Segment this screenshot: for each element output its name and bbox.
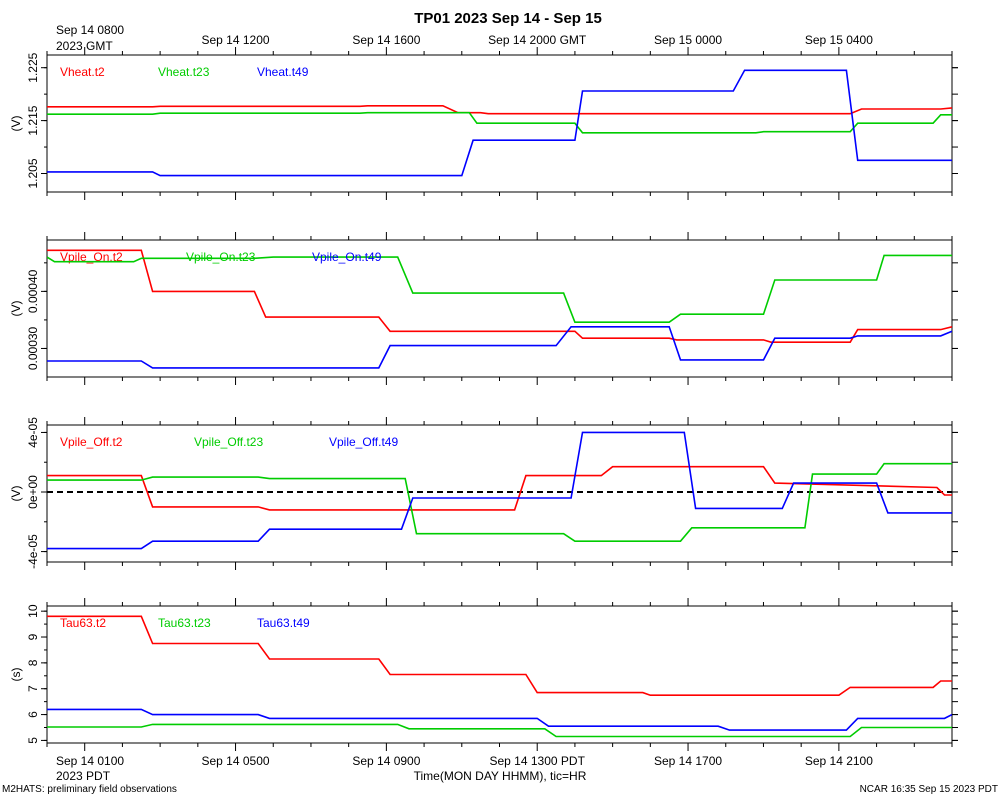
y-axis-label: (V) bbox=[9, 116, 23, 132]
series-line-tau63-t23 bbox=[47, 723, 952, 738]
legend-entry: Vheat.t49 bbox=[257, 65, 309, 79]
series-line-vpile-off-t23 bbox=[47, 462, 952, 543]
bottom-axis-tick-label: Sep 14 1300 PDT bbox=[490, 754, 586, 768]
series-line-vpile-on-t49 bbox=[47, 325, 952, 369]
legend-entry: Tau63.t49 bbox=[257, 616, 310, 630]
top-axis-tick-label: Sep 15 0400 bbox=[805, 33, 873, 47]
panel-vheat: 1.205 1.215 1.225 (V) Vheat.t2 Vheat.t23 Vheat… bbox=[9, 47, 958, 200]
series-line-tau63-t2 bbox=[47, 615, 952, 697]
y-tick-label: 0e+00 bbox=[26, 475, 40, 509]
series-line-vpile-off-t2 bbox=[47, 465, 952, 511]
legend-entry: Vheat.t2 bbox=[60, 65, 105, 79]
y-tick-label: 4e-05 bbox=[26, 417, 40, 448]
bottom-axis-tick-label: Sep 14 0900 bbox=[352, 754, 420, 768]
legend-entry: Vpile_On.t23 bbox=[186, 250, 256, 264]
y-tick-label: 7 bbox=[26, 685, 40, 692]
y-tick-label: 8 bbox=[26, 659, 40, 666]
y-axis-label: (V) bbox=[9, 486, 23, 502]
y-tick-label: 1.215 bbox=[26, 105, 40, 135]
y-tick-label: 1.225 bbox=[26, 52, 40, 82]
y-tick-label: 9 bbox=[26, 633, 40, 640]
series-line-vheat-t23 bbox=[47, 111, 952, 134]
legend-entry: Vpile_Off.t49 bbox=[329, 435, 398, 449]
y-tick-label: 10 bbox=[26, 604, 40, 618]
top-axis-first-label-line2: 2023 GMT bbox=[56, 39, 113, 53]
top-axis-labels: Sep 14 1200 Sep 14 1600 Sep 14 2000 GMT Sep… bbox=[202, 33, 874, 47]
legend-entry: Vpile_Off.t23 bbox=[194, 435, 263, 449]
y-tick-label: 0.00030 bbox=[26, 326, 40, 370]
bottom-axis-tick-label: Sep 14 0500 bbox=[202, 754, 270, 768]
legend-entry: Tau63.t23 bbox=[158, 616, 211, 630]
series-line-vheat-t49 bbox=[47, 69, 952, 177]
bottom-axis-first-label-line2: 2023 PDT bbox=[56, 769, 111, 783]
legend-entry: Vheat.t23 bbox=[158, 65, 210, 79]
y-tick-label: 6 bbox=[26, 711, 40, 718]
panel-tau63: 5 6 7 8 9 10 (s) Tau63.t2 Tau63.t23 Tau63.t49 bbox=[9, 598, 958, 751]
bottom-axis-tick-label: Sep 14 1700 bbox=[654, 754, 722, 768]
y-tick-label: 1.205 bbox=[26, 158, 40, 188]
legend-entry: Vpile_On.t2 bbox=[60, 250, 123, 264]
series-line-vpile-off-t49 bbox=[47, 431, 952, 550]
y-axis-label: (V) bbox=[9, 301, 23, 317]
top-axis-tick-label: Sep 14 2000 GMT bbox=[488, 33, 587, 47]
bottom-axis-labels: Sep 14 0500 Sep 14 0900 Sep 14 1300 PDT Sep… bbox=[202, 754, 874, 768]
bottom-axis-tick-label: Sep 14 2100 bbox=[805, 754, 873, 768]
top-axis-tick-label: Sep 14 1200 bbox=[202, 33, 270, 47]
y-tick-label: 5 bbox=[26, 737, 40, 744]
top-axis-tick-label: Sep 14 1600 bbox=[352, 33, 420, 47]
panel-vpile-off: -4e-05 0e+00 4e-05 (V) Vpile_Off.t2 Vpile_Off… bbox=[9, 417, 958, 570]
legend-entry: Vpile_On.t49 bbox=[312, 250, 382, 264]
top-axis-tick-label: Sep 15 0000 bbox=[654, 33, 722, 47]
top-axis-first-label-line1: Sep 14 0800 bbox=[56, 23, 124, 37]
legend-entry: Vpile_Off.t2 bbox=[60, 435, 123, 449]
footer-left-note: M2HATS: preliminary field observations bbox=[2, 784, 177, 795]
chart-panels: 1.205 1.215 1.225 (V) Vheat.t2 Vheat.t23 Vheat… bbox=[9, 47, 958, 751]
series-line-vpile-on-t23 bbox=[47, 254, 952, 324]
figure-title: TP01 2023 Sep 14 - Sep 15 bbox=[414, 10, 602, 27]
bottom-axis-first-label-line1: Sep 14 0100 bbox=[56, 754, 124, 768]
y-axis-label: (s) bbox=[9, 668, 23, 682]
footer-right-note: NCAR 16:35 Sep 15 2023 PDT bbox=[860, 784, 998, 795]
legend-entry: Tau63.t2 bbox=[60, 616, 106, 630]
y-tick-label: 0.00040 bbox=[26, 269, 40, 313]
y-tick-label: -4e-05 bbox=[26, 534, 40, 569]
panel-vpile-on: 0.00030 0.00040(V) Vpile_On.t2 Vpile_On.t23… bbox=[9, 232, 958, 385]
series-line-tau63-t49 bbox=[47, 708, 952, 731]
x-axis-label: Time(MON DAY HHMM), tic=HR bbox=[414, 769, 587, 783]
series-line-vpile-on-t2 bbox=[47, 249, 952, 344]
panel-frame bbox=[46, 239, 953, 378]
